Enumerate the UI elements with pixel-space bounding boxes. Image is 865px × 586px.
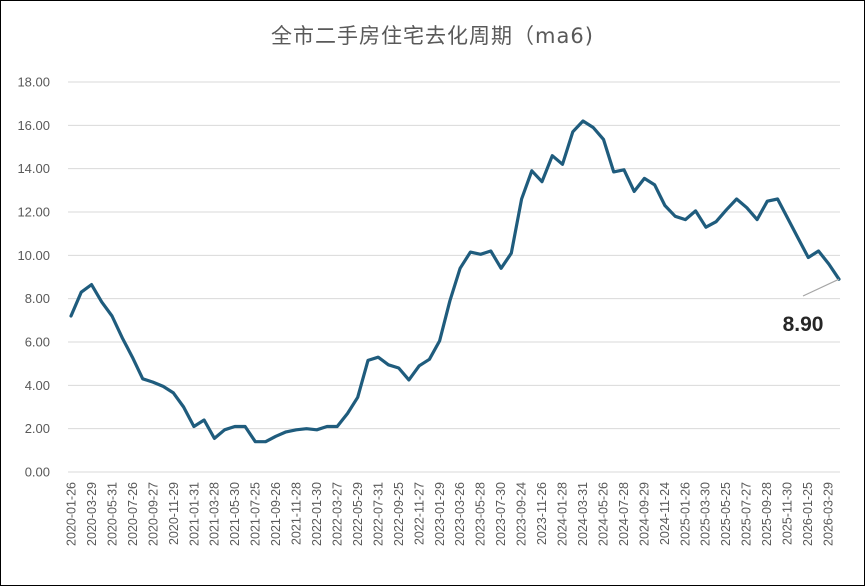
x-tick-label: 2024-07-28 [617, 482, 631, 546]
y-tick-label: 4.00 [25, 378, 50, 393]
x-tick-label: 2020-07-26 [126, 482, 140, 546]
x-tick-label: 2022-05-29 [351, 482, 365, 546]
y-tick-label: 14.00 [17, 161, 50, 176]
y-tick-label: 2.00 [25, 421, 50, 436]
x-tick-label: 2020-01-26 [65, 482, 79, 546]
x-tick-label: 2022-11-27 [412, 482, 426, 545]
x-tick-label: 2023-01-29 [433, 482, 447, 546]
x-tick-label: 2024-05-26 [596, 482, 610, 546]
y-tick-label: 16.00 [17, 118, 50, 133]
y-tick-label: 0.00 [25, 465, 50, 480]
x-tick-label: 2025-09-28 [760, 482, 774, 546]
annotation-layer: 8.90 [783, 278, 840, 336]
x-tick-label: 2023-07-30 [494, 482, 508, 546]
series-line [69, 119, 841, 444]
x-tick-label: 2022-01-30 [310, 482, 324, 546]
y-tick-label: 6.00 [25, 335, 50, 350]
y-axis-ticks: 0.00 2.00 4.00 6.00 8.00 10.00 12.00 14.00 16.00… [17, 75, 50, 480]
x-tick-label: 2024-11-24 [658, 482, 672, 545]
x-tick-label: 2021-09-26 [269, 482, 283, 546]
x-tick-label: 2021-05-30 [228, 482, 242, 546]
x-tick-label: 2026-03-29 [822, 482, 836, 546]
annotation-label: 8.90 [783, 313, 824, 336]
annotation-leader-line [802, 278, 840, 297]
x-tick-label: 2020-03-29 [85, 482, 99, 546]
x-tick-label: 2024-01-28 [556, 482, 570, 546]
x-tick-label: 2020-11-29 [167, 482, 181, 545]
x-tick-label: 2025-05-25 [719, 482, 733, 546]
x-tick-label: 2021-07-25 [249, 482, 263, 546]
x-tick-label: 2022-09-25 [392, 482, 406, 546]
x-tick-label: 2025-01-26 [678, 482, 692, 546]
x-tick-label: 2023-05-28 [474, 482, 488, 546]
gridlines [68, 81, 840, 473]
y-tick-label: 12.00 [17, 205, 50, 220]
x-tick-label: 2025-03-30 [699, 482, 713, 546]
x-tick-label: 2025-07-27 [740, 482, 754, 546]
x-tick-label: 2023-03-26 [453, 482, 467, 546]
x-tick-label: 2024-03-31 [576, 482, 590, 546]
x-tick-label: 2020-05-31 [105, 482, 119, 546]
x-tick-label: 2025-11-30 [781, 482, 795, 545]
x-tick-label: 2022-03-27 [330, 482, 344, 546]
x-tick-label: 2021-11-28 [290, 482, 304, 545]
x-tick-label: 2024-09-29 [637, 482, 651, 546]
x-tick-label: 2020-09-27 [146, 482, 160, 546]
x-tick-label: 2021-01-31 [187, 482, 201, 546]
x-tick-label: 2021-03-28 [208, 482, 222, 546]
y-tick-label: 18.00 [17, 75, 50, 90]
x-tick-label: 2026-01-25 [801, 482, 815, 546]
x-tick-label: 2023-09-24 [515, 482, 529, 546]
y-tick-label: 10.00 [17, 248, 50, 263]
chart-title: 全市二手房住宅去化周期（ma6) [271, 24, 594, 48]
x-axis-ticks: 2020-01-26 2020-03-29 2020-05-31 2020-07-26… [65, 482, 836, 546]
y-tick-label: 8.00 [25, 291, 50, 306]
series-layer [69, 119, 841, 444]
x-tick-label: 2023-11-26 [535, 482, 549, 545]
x-tick-label: 2022-07-31 [371, 482, 385, 546]
